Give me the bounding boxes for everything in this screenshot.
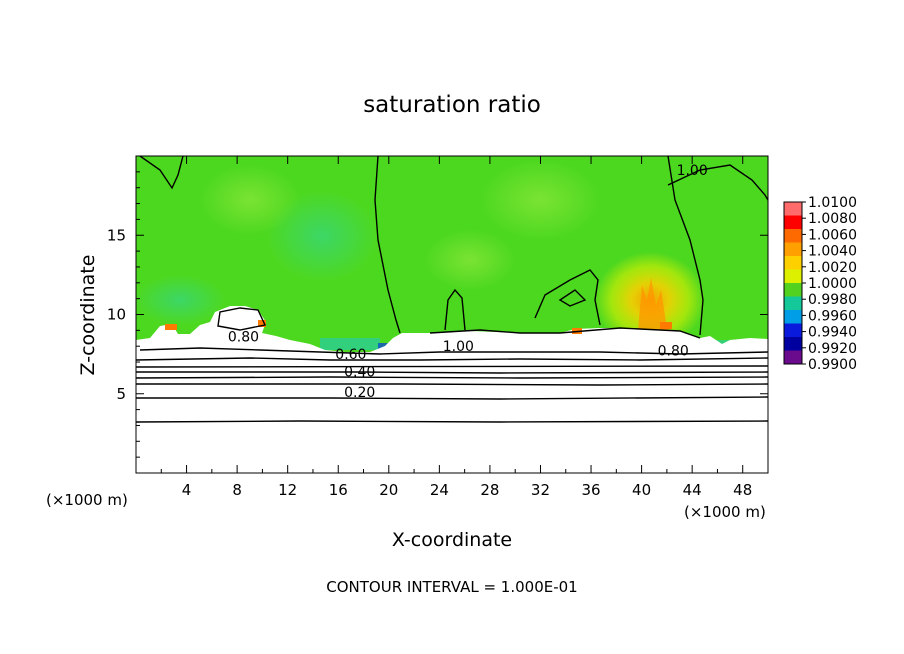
colorbar-label: 1.0080 xyxy=(808,211,857,227)
contour-line xyxy=(374,156,401,334)
field-patch xyxy=(200,165,300,235)
contour-label: 0.80 xyxy=(658,344,689,360)
colorbar-label: 1.0020 xyxy=(808,260,857,276)
contour-label: 0.40 xyxy=(344,364,375,380)
contour-label: 0.60 xyxy=(335,347,366,363)
high-value-speck xyxy=(165,324,177,330)
contour-label: 1.00 xyxy=(677,163,708,179)
contour-line xyxy=(667,164,768,201)
x-unit-left: (×1000 m) xyxy=(46,491,128,509)
contour-line xyxy=(136,365,768,368)
contour-line xyxy=(136,371,768,374)
low-value-strip xyxy=(320,338,380,350)
x-axis: 4 8 12 16 20 24 28 32 36 40 44 48 xyxy=(160,156,752,499)
y-tick-label: 10 xyxy=(107,306,126,324)
y-tick-label: 15 xyxy=(107,226,126,244)
colorbar-segment xyxy=(784,323,802,337)
contour-line xyxy=(667,156,704,336)
colorbar-label: 0.9940 xyxy=(808,325,857,341)
colorbar-segment xyxy=(784,229,802,243)
contour-label: 0.20 xyxy=(344,385,375,401)
x-unit-right: (×1000 m) xyxy=(684,503,766,521)
contour-line xyxy=(429,327,701,339)
plot-area: 1.00 0.80 0.60 1.00 0.80 0.40 0.20 xyxy=(136,156,768,473)
field-patch xyxy=(425,230,515,290)
high-value-speck xyxy=(258,320,266,327)
colorbar: 1.01001.00801.00601.00401.00201.00000.99… xyxy=(783,195,857,373)
moist-core xyxy=(638,278,670,332)
colorbar-segment xyxy=(784,256,802,270)
colorbar-label: 0.9960 xyxy=(808,308,857,324)
field-patch xyxy=(136,275,225,325)
contour-lines xyxy=(136,156,768,423)
x-axis-title: X-coordinate xyxy=(392,529,512,551)
contour-line xyxy=(136,396,768,400)
contour-line xyxy=(534,269,601,326)
x-tick-label: 12 xyxy=(278,481,297,499)
colorbar-label: 0.9920 xyxy=(808,341,857,357)
contour-interval-note: CONTOUR INTERVAL = 1.000E-01 xyxy=(326,578,577,596)
x-tick-label: 44 xyxy=(683,481,702,499)
contour-line xyxy=(136,357,768,361)
y-axis-title: Z-coordinate xyxy=(77,255,99,376)
x-tick-label: 28 xyxy=(480,481,499,499)
colorbar-segment xyxy=(784,296,802,310)
x-tick-label: 36 xyxy=(581,481,600,499)
contour-label: 0.80 xyxy=(228,329,259,345)
x-tick-label: 24 xyxy=(430,481,449,499)
colorbar-segment xyxy=(784,310,802,324)
x-tick-label: 20 xyxy=(379,481,398,499)
colorbar-label: 1.0040 xyxy=(808,244,857,260)
colorbar-segment xyxy=(784,202,802,216)
colorbar-segment xyxy=(784,283,802,297)
colorbar-label: 1.0000 xyxy=(808,276,857,292)
field-patch xyxy=(480,160,600,240)
x-tick-label: 16 xyxy=(329,481,348,499)
x-tick-label: 32 xyxy=(531,481,550,499)
contour-line xyxy=(217,307,267,331)
subsaturated-region xyxy=(136,352,768,473)
contour-line xyxy=(444,288,466,331)
contour-line xyxy=(558,289,587,307)
chart-title: saturation ratio xyxy=(363,92,541,118)
contour-line xyxy=(139,156,184,190)
colorbar-segment xyxy=(784,269,802,283)
colorbar-label: 1.0100 xyxy=(808,195,857,211)
x-tick-label: 48 xyxy=(733,481,752,499)
x-tick-label: 40 xyxy=(632,481,651,499)
contour-line xyxy=(136,420,768,423)
colorbar-label: 1.0060 xyxy=(808,227,857,243)
contour-label: 1.00 xyxy=(443,339,474,355)
colorbar-segment xyxy=(784,242,802,256)
colorbar-segment xyxy=(784,215,802,229)
contour-line xyxy=(139,347,768,355)
high-value-speck xyxy=(660,322,672,329)
y-tick-label: 5 xyxy=(116,385,126,403)
colorbar-label: 0.9980 xyxy=(808,292,857,308)
colorbar-segment xyxy=(784,337,802,351)
colorbar-segment xyxy=(784,350,802,364)
x-tick-label: 4 xyxy=(182,481,192,499)
y-axis: 5 10 15 xyxy=(107,171,768,458)
contour-line xyxy=(136,376,768,379)
x-tick-label: 8 xyxy=(232,481,242,499)
colorbar-label: 0.9900 xyxy=(808,357,857,373)
contour-line xyxy=(136,383,768,386)
